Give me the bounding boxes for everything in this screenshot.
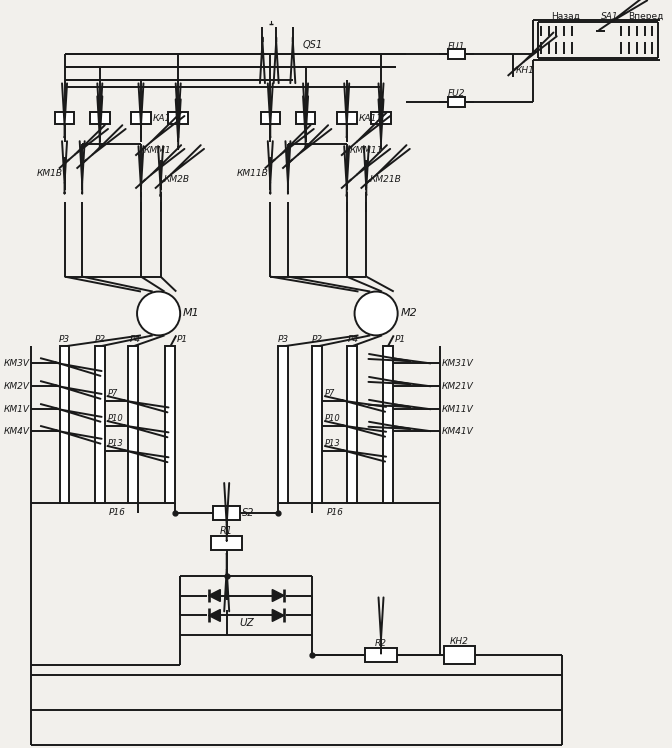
Text: QS1: QS1 (302, 40, 323, 50)
Text: P3: P3 (278, 335, 288, 344)
Text: P13: P13 (325, 438, 341, 447)
Bar (90, 112, 110, 124)
Bar (169, 112, 188, 124)
Text: M1: M1 (183, 308, 200, 319)
Bar (312, 346, 323, 503)
Text: КМ21В: КМ21В (369, 176, 401, 185)
Bar (371, 112, 391, 124)
Bar (278, 346, 288, 503)
Bar (211, 536, 243, 550)
Bar (261, 112, 280, 124)
Text: КМ2В: КМ2В (163, 176, 190, 185)
Text: КМ21V: КМ21V (442, 381, 474, 390)
Text: P13: P13 (108, 438, 124, 447)
Text: КМ41V: КМ41V (442, 426, 474, 435)
Bar (165, 346, 175, 503)
Bar (366, 649, 396, 662)
Text: P7: P7 (108, 389, 118, 398)
Bar (448, 49, 465, 59)
Bar (337, 112, 357, 124)
Bar (54, 112, 75, 124)
Text: КМ3V: КМ3V (3, 359, 30, 368)
Text: P3: P3 (59, 335, 70, 344)
Text: КММ11: КММ11 (349, 146, 383, 155)
Text: P4: P4 (348, 335, 359, 344)
Text: P1: P1 (394, 335, 406, 344)
Text: P2: P2 (94, 335, 106, 344)
Text: P16: P16 (109, 509, 126, 518)
Bar (131, 112, 151, 124)
Text: P1: P1 (177, 335, 188, 344)
Circle shape (355, 292, 398, 335)
Text: Вперед: Вперед (628, 12, 663, 21)
Text: КА11: КА11 (358, 114, 382, 123)
Polygon shape (208, 589, 220, 601)
Text: P10: P10 (108, 414, 124, 423)
Polygon shape (272, 610, 284, 622)
Text: M2: M2 (401, 308, 417, 319)
Text: P10: P10 (325, 414, 341, 423)
Bar (383, 346, 392, 503)
Text: SA1: SA1 (601, 12, 618, 21)
Bar (448, 97, 465, 107)
Text: КМ1V: КМ1V (3, 405, 30, 414)
Text: КМ2V: КМ2V (3, 381, 30, 390)
Bar (95, 346, 105, 503)
Polygon shape (208, 610, 220, 622)
Text: КМ1В: КМ1В (36, 170, 62, 179)
Text: КМ31V: КМ31V (442, 359, 474, 368)
Bar (60, 346, 69, 503)
Text: Назад: Назад (551, 12, 580, 21)
Text: FU2: FU2 (448, 89, 465, 98)
Bar (213, 506, 241, 520)
Bar (296, 112, 315, 124)
Polygon shape (272, 589, 284, 601)
Bar (444, 646, 475, 664)
Text: P16: P16 (327, 509, 344, 518)
Circle shape (137, 292, 180, 335)
Text: КМ11V: КМ11V (442, 405, 474, 414)
Text: КМ4V: КМ4V (3, 426, 30, 435)
Text: R2: R2 (375, 639, 387, 648)
Text: S2: S2 (243, 508, 255, 518)
Text: КМ11В: КМ11В (237, 170, 268, 179)
Text: P4: P4 (130, 335, 140, 344)
Text: КММ1: КММ1 (144, 146, 171, 155)
Text: FU1: FU1 (448, 42, 465, 51)
Text: P2: P2 (312, 335, 323, 344)
Bar (128, 346, 138, 503)
Bar (347, 346, 357, 503)
Text: КН2: КН2 (450, 637, 469, 646)
Text: UZ: UZ (239, 619, 253, 628)
Text: P7: P7 (325, 389, 335, 398)
Text: КН1: КН1 (516, 66, 535, 75)
Text: КА1: КА1 (153, 114, 171, 123)
Text: R1: R1 (220, 526, 233, 536)
